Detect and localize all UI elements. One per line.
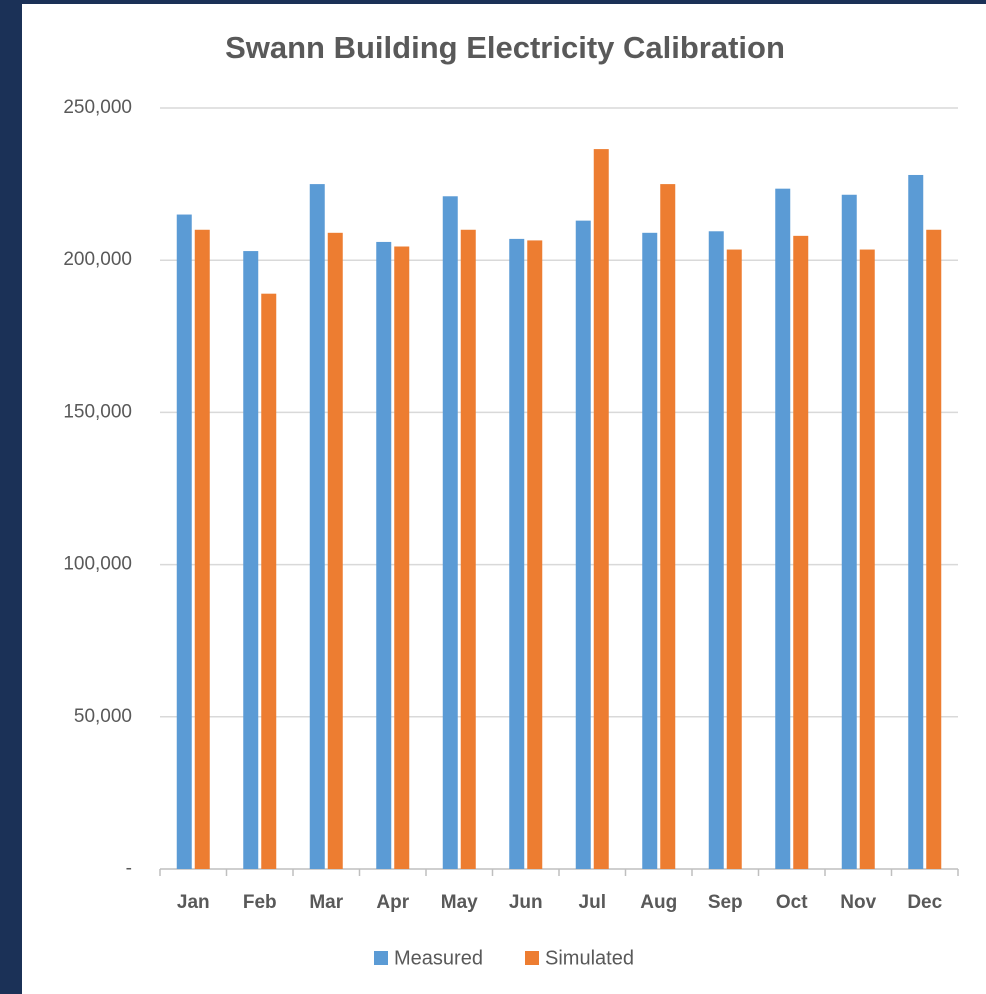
y-tick-label: 100,000 (63, 554, 132, 575)
y-tick-label: 200,000 (63, 249, 132, 270)
bar (908, 174, 924, 869)
bar (575, 220, 591, 870)
x-tick-label: Mar (309, 892, 343, 913)
legend-swatch (374, 951, 388, 965)
y-tick-label: 50,000 (74, 706, 132, 727)
bar (394, 246, 410, 869)
x-tick-label: Aug (640, 892, 677, 913)
chart-area (22, 4, 986, 994)
x-tick-label: Jun (509, 892, 543, 913)
bar (376, 241, 392, 869)
bar (593, 149, 609, 869)
x-tick-label: Jul (579, 892, 606, 913)
bar (194, 229, 210, 869)
bar (660, 184, 676, 870)
bar (926, 229, 942, 869)
bar (176, 214, 192, 870)
x-tick-label: Apr (376, 892, 409, 913)
x-tick-label: Jan (177, 892, 210, 913)
bar (527, 240, 543, 869)
bar (309, 184, 325, 870)
bar (243, 251, 259, 869)
x-tick-label: Nov (840, 892, 876, 913)
x-tick-label: May (441, 892, 478, 913)
bar (261, 293, 277, 870)
bar (793, 235, 809, 869)
legend-label: Simulated (545, 947, 634, 969)
bar (859, 249, 875, 869)
bar (327, 232, 343, 869)
y-tick-label: 150,000 (63, 401, 132, 422)
x-tick-label: Feb (243, 892, 277, 913)
y-tick-label: - (126, 858, 132, 879)
bar (726, 249, 742, 869)
bar (509, 238, 525, 870)
bar (460, 229, 476, 869)
x-tick-label: Dec (907, 892, 942, 913)
bar (708, 231, 724, 870)
x-tick-label: Sep (708, 892, 743, 913)
legend-swatch (525, 951, 539, 965)
legend-label: Measured (394, 947, 483, 969)
bar (442, 196, 458, 869)
chart-title: Swann Building Electricity Calibration (225, 30, 785, 65)
bar (642, 232, 658, 869)
bar (841, 194, 857, 869)
x-tick-label: Oct (776, 892, 808, 913)
bar (775, 188, 791, 869)
y-tick-label: 250,000 (63, 97, 132, 118)
